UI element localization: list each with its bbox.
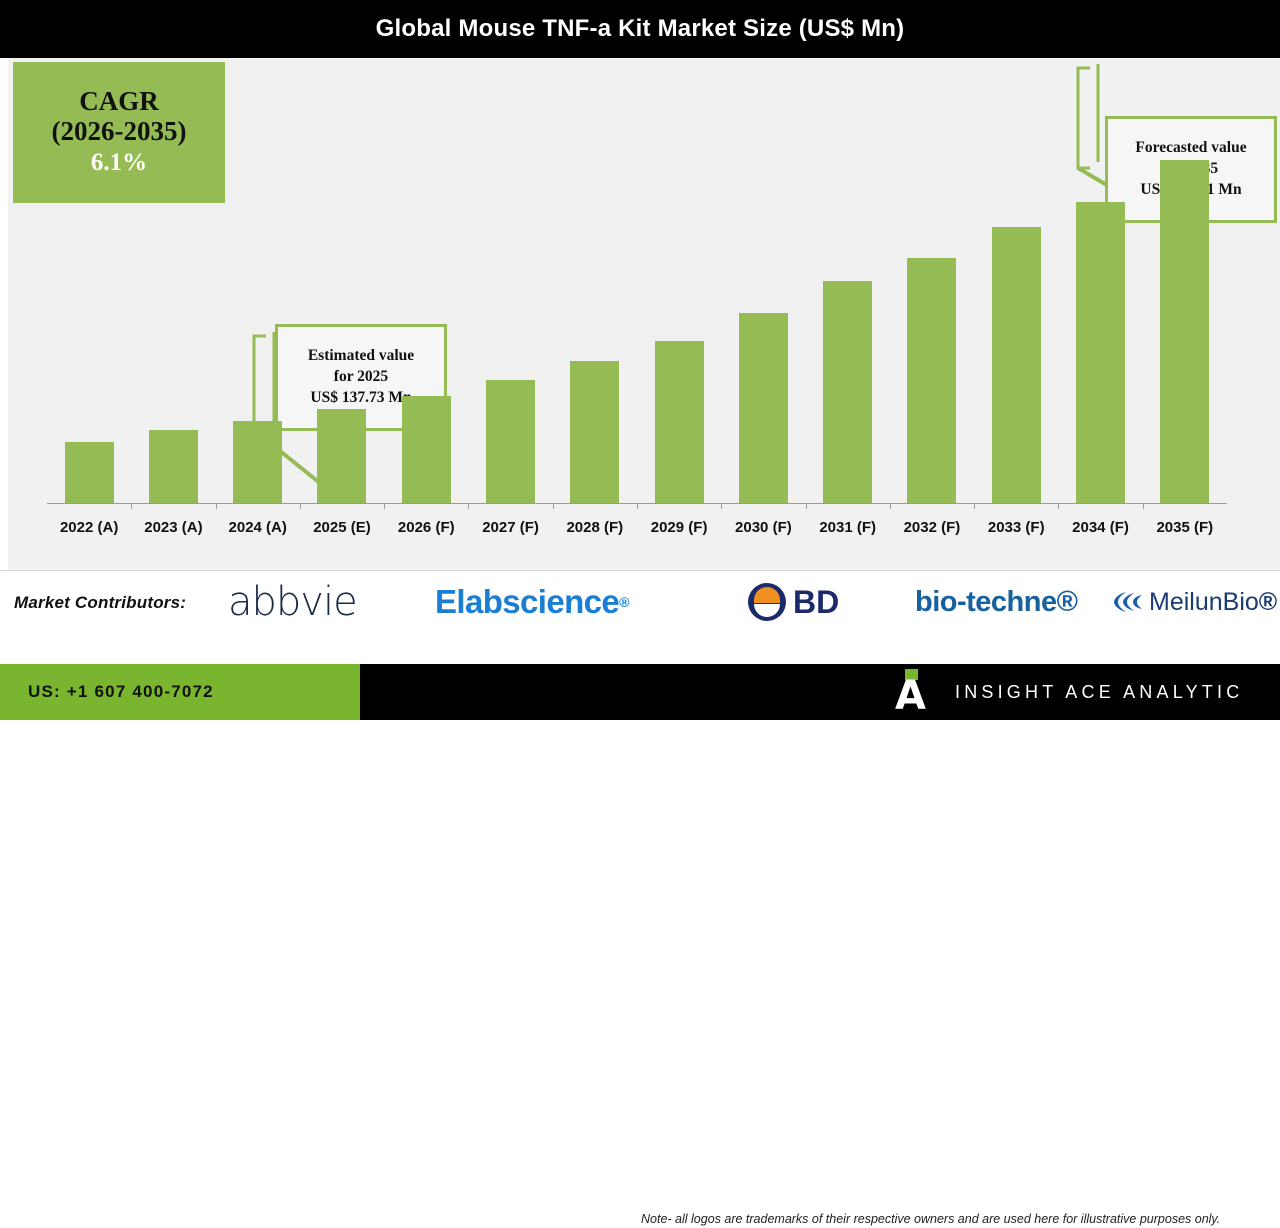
cagr-badge: CAGR (2026-2035) 6.1% <box>13 62 225 203</box>
insightace-logo-icon: A <box>895 669 935 716</box>
bar-series <box>47 58 1227 509</box>
page-title: Global Mouse TNF-a Kit Market Size (US$ … <box>375 15 905 42</box>
axis-tick <box>552 503 554 509</box>
x-label-2033: 2033 (F) <box>987 518 1045 536</box>
company-brand: A INSIGHT ACE ANALYTIC <box>895 664 1243 720</box>
elabscience-wordmark: Elabscience <box>435 583 620 620</box>
x-label-2032: 2032 (F) <box>903 518 961 536</box>
bar-cell <box>384 58 468 509</box>
bar-2022[interactable] <box>64 442 114 503</box>
x-label-2022: 2022 (A) <box>59 518 119 536</box>
bar-2032[interactable] <box>907 258 957 503</box>
bar-2030[interactable] <box>738 313 788 503</box>
footer-phone[interactable]: US: +1 607 400-7072 <box>28 682 214 701</box>
axis-tick <box>215 503 217 509</box>
axis-tick <box>468 503 470 509</box>
bar-cell <box>299 58 384 509</box>
x-label-2034: 2034 (F) <box>1072 518 1129 536</box>
bar-cell <box>974 58 1058 509</box>
chart-panel: CAGR (2026-2035) 6.1% Estimated value fo… <box>8 58 1280 570</box>
bar-2026[interactable] <box>401 396 451 503</box>
trademark-note: Note- all logos are trademarks of their … <box>641 1212 1221 1226</box>
x-label-2025: 2025 (E) <box>313 518 371 536</box>
cagr-value: 6.1% <box>90 148 148 176</box>
meilun-swoosh-icon <box>1114 592 1142 612</box>
axis-tick <box>131 503 133 509</box>
bar-2034[interactable] <box>1076 202 1126 503</box>
logo-bio-techne: bio‑techne ® <box>915 571 1078 633</box>
estimated-line-3: US$ 137.73 Mn <box>310 388 412 406</box>
elabscience-registered-icon: ® <box>619 594 629 610</box>
company-name: INSIGHT ACE ANALYTIC <box>955 681 1244 702</box>
market-contributors-strip: Market Contributors: abbvie Elabscience ®… <box>0 570 1280 1226</box>
bar-2024[interactable] <box>233 421 283 503</box>
axis-tick <box>974 503 976 509</box>
biotechne-registered-icon: ® <box>1056 585 1078 618</box>
bar-cell <box>721 58 805 509</box>
axis-tick <box>721 503 723 509</box>
bar-cell <box>552 58 637 509</box>
x-label-2026: 2026 (F) <box>397 518 455 536</box>
forecasted-line-1: Forecasted value <box>1135 139 1247 157</box>
axis-tick <box>889 503 891 509</box>
footer-bar: US: +1 607 400-7072 A INSIGHT ACE ANALYT… <box>0 664 1280 720</box>
x-label-2028: 2028 (F) <box>566 518 624 536</box>
x-label-2035: 2035 (F) <box>1156 518 1214 536</box>
axis-tick <box>384 503 386 509</box>
cagr-label: CAGR <box>79 86 159 117</box>
bar-2028[interactable] <box>570 361 620 503</box>
abbvie-wordmark: abbvie <box>228 579 358 625</box>
cagr-period: (2026-2035) <box>51 115 187 146</box>
axis-tick <box>636 503 638 509</box>
bar-2023[interactable] <box>148 430 198 503</box>
x-label-2030: 2030 (F) <box>735 518 792 536</box>
bd-sunburst-icon <box>748 583 786 621</box>
estimated-line-2: for 2025 <box>333 368 389 386</box>
logo-elabscience: Elabscience ® <box>435 571 629 633</box>
contributors-label: Market Contributors: <box>14 593 187 612</box>
axis-tick <box>299 503 301 509</box>
axis-tick <box>805 503 807 509</box>
x-label-2024: 2024 (A) <box>228 518 287 536</box>
x-label-2031: 2031 (F) <box>819 518 877 536</box>
bar-cell <box>636 58 721 509</box>
plot-area <box>47 58 1280 509</box>
logo-bd: BD <box>748 571 839 633</box>
logo-meilunbio: MeilunBio ® <box>1112 571 1277 633</box>
bar-2033[interactable] <box>991 227 1041 503</box>
meilunbio-registered-icon: ® <box>1258 587 1278 616</box>
logo-abbvie: abbvie <box>228 571 358 633</box>
bar-2025[interactable] <box>317 409 367 503</box>
bar-2029[interactable] <box>654 341 704 503</box>
title-bar: Global Mouse TNF-a Kit Market Size (US$ … <box>0 0 1280 58</box>
bar-2027[interactable] <box>486 380 536 503</box>
bar-cell <box>1142 58 1227 509</box>
bar-2035[interactable] <box>1160 160 1210 503</box>
x-axis-line <box>47 503 1227 504</box>
bar-cell <box>131 58 215 509</box>
x-axis-labels: 2022 (A) 2023 (A) 2024 (A) 2025 (E) 2026 (F)… <box>47 510 1227 544</box>
x-label-2023: 2023 (A) <box>144 518 203 536</box>
axis-tick <box>1142 503 1144 509</box>
footer-contact-block: US: +1 607 400-7072 <box>0 664 360 720</box>
meilunbio-wordmark: MeilunBio <box>1149 587 1259 616</box>
x-label-2029: 2029 (F) <box>650 518 708 536</box>
x-label-2027: 2027 (F) <box>482 518 539 536</box>
bar-cell <box>215 58 300 509</box>
axis-tick <box>1058 503 1060 509</box>
biotechne-wordmark: bio‑techne <box>915 585 1057 618</box>
bar-cell <box>468 58 552 509</box>
bar-2031[interactable] <box>823 281 873 503</box>
bar-cell <box>1058 58 1142 509</box>
bar-cell <box>47 58 131 503</box>
estimated-line-1: Estimated value <box>307 347 415 365</box>
bar-cell <box>805 58 890 509</box>
bd-wordmark: BD <box>793 583 840 620</box>
bar-cell <box>889 58 974 509</box>
